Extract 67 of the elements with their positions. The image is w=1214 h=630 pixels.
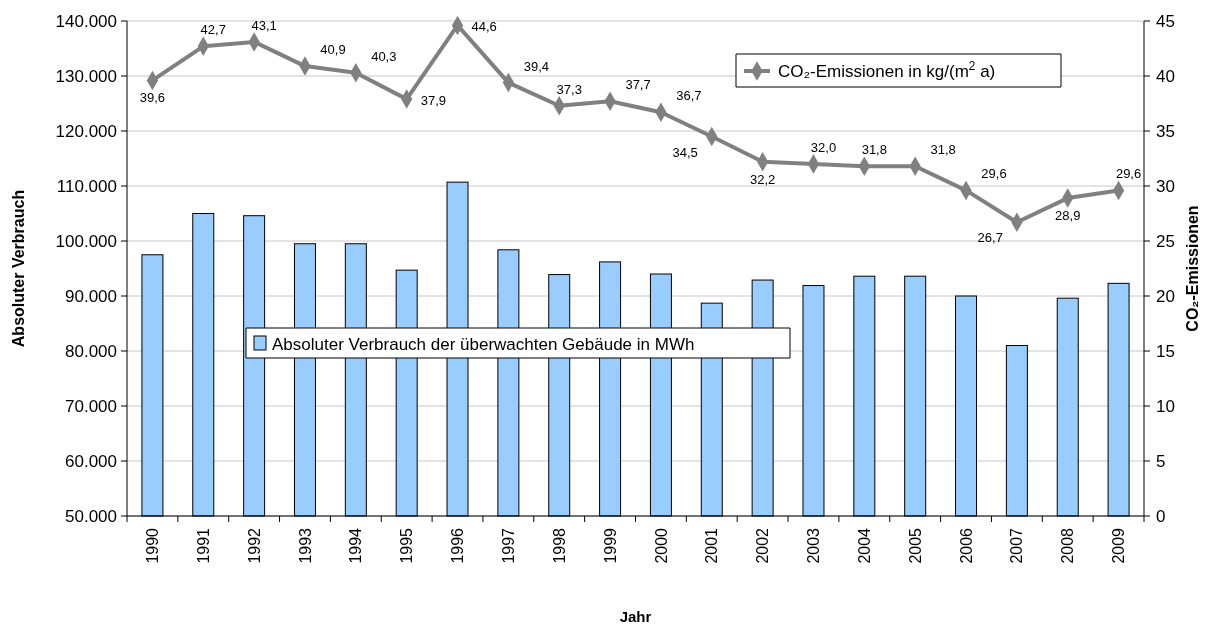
data-label: 37,9 bbox=[420, 93, 446, 109]
y2-tick-label: 35 bbox=[1156, 121, 1175, 141]
legend-label: CO₂-Emissionen in kg/(m$^{2}$ a) bbox=[778, 59, 996, 81]
y-tick-label: 60.000 bbox=[65, 451, 117, 471]
y2-tick-label: 30 bbox=[1156, 176, 1175, 196]
data-label: 31,8 bbox=[861, 142, 887, 158]
y2-tick-label: 15 bbox=[1156, 341, 1175, 361]
y2-tick-label: 0 bbox=[1156, 506, 1166, 526]
x-tick-label: 1991 bbox=[194, 527, 212, 564]
x-tick-label: 2000 bbox=[652, 527, 670, 564]
x-tick-label: 2001 bbox=[703, 527, 721, 564]
y2-tick-label: 5 bbox=[1156, 451, 1166, 471]
data-label: 39,4 bbox=[523, 58, 550, 74]
x-tick-label: 2009 bbox=[1110, 527, 1128, 564]
name-box: CO₂-Emissionen in kg/(m$^{2}$ a) bbox=[735, 53, 1062, 88]
y-tick-label: 110.000 bbox=[56, 176, 117, 196]
y2-tick-label: 20 bbox=[1156, 286, 1175, 306]
y2-axis-title: CO₂-Emissionen bbox=[1184, 205, 1201, 332]
data-label: 28,9 bbox=[1055, 208, 1081, 224]
x-tick-label: 1996 bbox=[449, 527, 467, 564]
x-tick-label: 1994 bbox=[347, 527, 365, 564]
y2-tick-label: 25 bbox=[1156, 231, 1175, 251]
data-label: 31,8 bbox=[930, 142, 956, 158]
x-tick-label: 1990 bbox=[144, 527, 162, 564]
x-tick-label: 1999 bbox=[601, 527, 619, 564]
data-label: 36,7 bbox=[676, 88, 702, 104]
data-label: 43,1 bbox=[251, 17, 277, 33]
x-tick-label: 2005 bbox=[906, 527, 924, 564]
y2-tick-label: 45 bbox=[1156, 11, 1175, 31]
x-tick-label: 2003 bbox=[805, 527, 823, 564]
y-tick-label: 140.000 bbox=[55, 11, 117, 31]
data-label: 40,3 bbox=[371, 48, 397, 64]
x-tick-label: 1992 bbox=[245, 527, 263, 564]
x-tick-label: 1998 bbox=[550, 527, 568, 564]
y-tick-label: 120.000 bbox=[55, 121, 117, 141]
data-label: 44,6 bbox=[471, 19, 497, 35]
data-label: 37,7 bbox=[625, 77, 651, 93]
data-label: 40,9 bbox=[320, 42, 346, 58]
data-label: 32,0 bbox=[810, 140, 837, 155]
x-axis-title: Jahr bbox=[619, 608, 652, 625]
y2-tick-label: 10 bbox=[1156, 396, 1175, 416]
y-tick-label: 90.000 bbox=[65, 286, 117, 306]
data-label: 29,6 bbox=[981, 166, 1007, 182]
x-tick-label: 1993 bbox=[296, 527, 314, 564]
data-label: 37,3 bbox=[556, 81, 582, 97]
x-tick-label: 2002 bbox=[754, 527, 772, 564]
data-label: 29,6 bbox=[1115, 166, 1142, 182]
data-label: 42,7 bbox=[200, 22, 226, 38]
data-label: 34,5 bbox=[672, 144, 698, 160]
y-tick-label: 100.000 bbox=[55, 231, 117, 251]
x-tick-label: 2007 bbox=[1008, 527, 1026, 564]
y-tick-label: 70.000 bbox=[65, 396, 117, 416]
x-tick-label: 2004 bbox=[855, 527, 873, 564]
name-box: Absoluter Verbrauch der überwachten Gebäude in MWh bbox=[245, 327, 791, 359]
data-label: 26,7 bbox=[977, 230, 1003, 246]
y-axis-title: Absoluter Verbrauch bbox=[10, 189, 27, 348]
data-label: 32,2 bbox=[749, 171, 776, 187]
y2-tick-label: 40 bbox=[1156, 66, 1175, 86]
y-tick-label: 80.000 bbox=[65, 341, 117, 361]
x-tick-label: 2008 bbox=[1059, 527, 1077, 564]
legend-label: Absoluter Verbrauch der überwachten Gebäude in MWh bbox=[272, 335, 695, 354]
data-label: 39,6 bbox=[139, 90, 166, 106]
x-tick-label: 1995 bbox=[398, 527, 416, 564]
y-tick-label: 50.000 bbox=[65, 506, 117, 526]
x-tick-label: 2006 bbox=[957, 527, 975, 564]
y-tick-label: 130.000 bbox=[55, 66, 117, 86]
x-tick-label: 1997 bbox=[499, 527, 517, 564]
